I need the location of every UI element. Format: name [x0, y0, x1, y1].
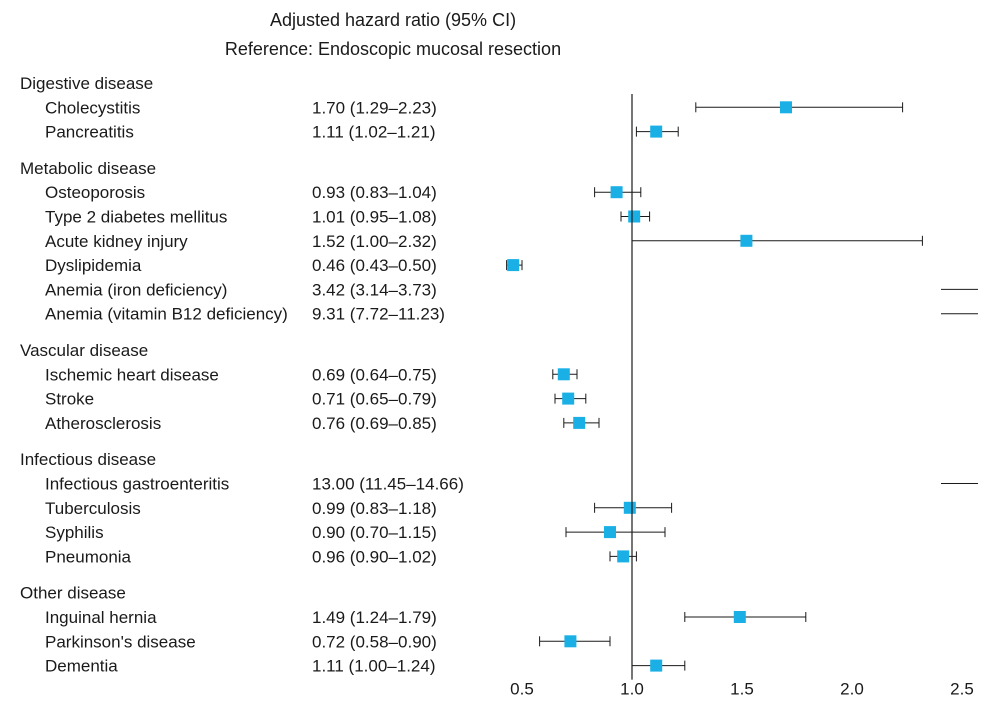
- group-label: Metabolic disease: [20, 159, 156, 178]
- row-label: Dyslipidemia: [45, 256, 142, 275]
- row-label: Parkinson's disease: [45, 632, 196, 651]
- hr-ci-text: 0.76 (0.69–0.85): [312, 414, 437, 433]
- hr-ci-text: 13.00 (11.45–14.66): [312, 475, 464, 494]
- hr-marker: [628, 210, 641, 223]
- hr-marker: [610, 186, 623, 199]
- x-tick-label: 1.5: [730, 680, 754, 699]
- forest-rows: Digestive disease Cholecystitis 1.70 (1.29…: [20, 74, 978, 676]
- hr-marker: [650, 125, 663, 138]
- group-label: Digestive disease: [20, 74, 153, 93]
- hr-marker: [733, 611, 746, 623]
- hr-ci-text: 0.99 (0.83–1.18): [312, 499, 437, 518]
- row-label: Pneumonia: [45, 547, 132, 566]
- hr-ci-text: 0.96 (0.90–1.02): [312, 547, 437, 566]
- hr-ci-text: 1.11 (1.02–1.21): [312, 123, 436, 142]
- chart-subtitle: Reference: Endoscopic mucosal resection: [225, 39, 561, 59]
- x-tick-label: 2.0: [840, 680, 864, 699]
- row-label: Osteoporosis: [45, 183, 145, 202]
- row-label: Pancreatitis: [45, 123, 134, 142]
- hr-ci-text: 1.49 (1.24–1.79): [312, 608, 437, 627]
- hr-marker: [562, 392, 575, 405]
- group-label: Other disease: [20, 584, 126, 603]
- x-tick-label: 0.5: [510, 680, 534, 699]
- row-label: Acute kidney injury: [45, 232, 188, 251]
- hr-marker: [650, 659, 663, 672]
- group-label: Vascular disease: [20, 341, 148, 360]
- hr-marker: [780, 101, 792, 114]
- hr-marker: [740, 234, 753, 247]
- hr-marker: [623, 501, 636, 514]
- hr-ci-text: 0.46 (0.43–0.50): [312, 256, 437, 275]
- hr-marker: [604, 526, 616, 539]
- hr-ci-text: 1.52 (1.00–2.32): [312, 232, 437, 251]
- row-label: Tuberculosis: [45, 499, 141, 518]
- group-label: Infectious disease: [20, 450, 156, 469]
- hr-ci-text: 0.71 (0.65–0.79): [312, 390, 437, 409]
- hr-ci-text: 1.70 (1.29–2.23): [312, 98, 437, 117]
- row-label: Type 2 diabetes mellitus: [45, 208, 227, 227]
- hr-ci-text: 9.31 (7.72–11.23): [312, 305, 445, 324]
- row-label: Anemia (vitamin B12 deficiency): [45, 305, 288, 324]
- row-label: Ischemic heart disease: [45, 365, 219, 384]
- row-label: Stroke: [45, 390, 94, 409]
- hr-marker: [507, 259, 520, 272]
- hr-marker: [564, 635, 577, 648]
- x-tick-label: 1.0: [620, 680, 644, 699]
- hr-ci-text: 3.42 (3.14–3.73): [312, 280, 437, 299]
- hr-ci-text: 0.93 (0.83–1.04): [312, 183, 437, 202]
- hr-marker: [617, 550, 630, 563]
- row-label: Dementia: [45, 657, 118, 676]
- hr-marker: [573, 416, 586, 429]
- x-axis: 0.5 1.0 1.5 2.0 2.5: [510, 94, 974, 699]
- row-label: Inguinal hernia: [45, 608, 157, 627]
- row-label: Cholecystitis: [45, 98, 140, 117]
- x-tick-label: 2.5: [950, 680, 974, 699]
- hr-marker: [557, 368, 570, 381]
- hr-ci-text: 0.72 (0.58–0.90): [312, 632, 437, 651]
- row-label: Anemia (iron deficiency): [45, 280, 227, 299]
- row-label: Syphilis: [45, 523, 104, 542]
- hr-ci-text: 1.11 (1.00–1.24): [312, 657, 436, 676]
- hr-ci-text: 0.90 (0.70–1.15): [312, 523, 437, 542]
- hr-ci-text: 0.69 (0.64–0.75): [312, 365, 437, 384]
- row-label: Atherosclerosis: [45, 414, 161, 433]
- row-label: Infectious gastroenteritis: [45, 475, 229, 494]
- chart-title: Adjusted hazard ratio (95% CI): [270, 10, 516, 30]
- hr-ci-text: 1.01 (0.95–1.08): [312, 208, 437, 227]
